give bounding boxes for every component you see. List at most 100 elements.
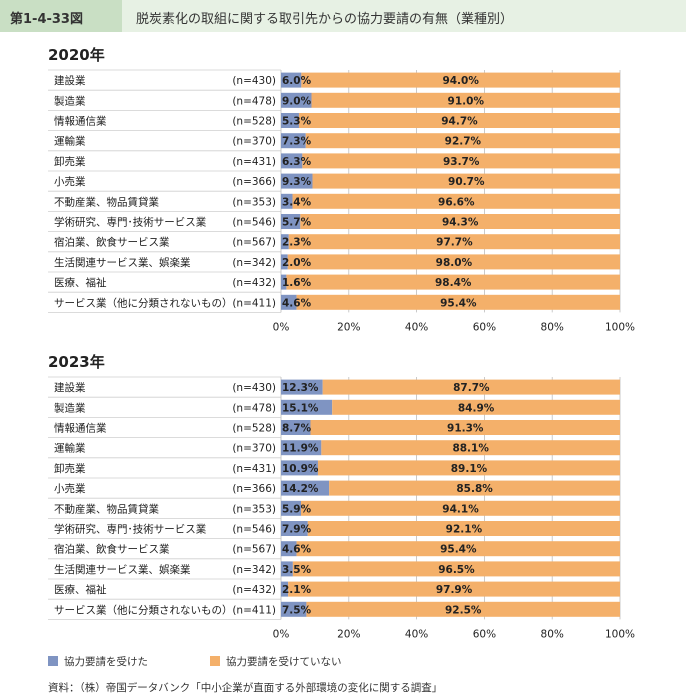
bar-not-requested: [296, 541, 620, 557]
bar-not-requested: [296, 294, 620, 310]
category-label: 建設業: [54, 74, 86, 87]
data-label-not-requested: 89.1%: [451, 463, 488, 475]
x-tick-label: 80%: [541, 321, 564, 333]
category-label: 情報通信業: [54, 115, 107, 128]
data-label-not-requested: 96.5%: [438, 564, 475, 576]
n-label: (n=528): [232, 116, 276, 128]
bar-requested: [281, 601, 307, 617]
data-label-not-requested: 90.7%: [448, 176, 485, 188]
bar-requested: [281, 460, 318, 476]
data-label-requested: 2.3%: [282, 237, 312, 249]
category-label: 宿泊業、飲食サービス業: [54, 236, 170, 249]
category-label: 生活関連サービス業、娯楽業: [54, 563, 191, 576]
bar-not-requested: [311, 92, 620, 108]
bar-requested: [281, 193, 293, 209]
bar-requested: [281, 234, 289, 250]
n-label: (n=353): [232, 503, 276, 515]
bar-not-requested: [298, 113, 620, 128]
x-tick-label: 0%: [273, 628, 290, 640]
data-label-requested: 3.5%: [282, 564, 312, 576]
bar-not-requested: [288, 581, 620, 597]
n-label: (n=411): [232, 604, 276, 616]
bar-not-requested: [287, 254, 620, 270]
category-label: 建設業: [54, 381, 86, 394]
x-tick-label: 40%: [405, 628, 428, 640]
category-label: 情報通信業: [54, 422, 107, 435]
n-label: (n=431): [232, 156, 276, 168]
n-label: (n=370): [232, 136, 276, 148]
legend-swatch-not-requested: [210, 656, 220, 666]
data-label-not-requested: 96.6%: [438, 196, 475, 208]
data-label-not-requested: 95.4%: [440, 544, 477, 556]
n-label: (n=342): [232, 564, 276, 576]
x-tick-label: 80%: [541, 628, 564, 640]
bar-not-requested: [288, 234, 620, 250]
bar-requested: [281, 420, 311, 435]
data-label-requested: 6.3%: [282, 156, 312, 168]
bar-requested: [281, 480, 330, 496]
bar-not-requested: [286, 274, 620, 290]
chart-2023: 建設業 (n=430) 12.3% 87.7% 製造業 (n=478) 15.1% 84.9%…: [0, 371, 686, 651]
n-label: (n=342): [232, 257, 276, 269]
x-tick-label: 0%: [273, 321, 290, 333]
bar-requested: [281, 153, 303, 169]
data-label-requested: 7.3%: [282, 136, 312, 148]
chart-2020: 建設業 (n=430) 6.0% 94.0% 製造業 (n=478) 9.0% 91.0% 情報…: [0, 64, 686, 344]
data-label-not-requested: 97.7%: [436, 237, 473, 249]
category-label: サービス業（他に分類されないもの）: [54, 603, 233, 616]
category-label: 運輸業: [54, 442, 86, 455]
data-label-requested: 5.9%: [282, 503, 312, 515]
bar-not-requested: [322, 379, 620, 395]
bar-requested: [281, 274, 287, 290]
data-label-not-requested: 98.0%: [436, 257, 473, 269]
bar-not-requested: [292, 561, 620, 577]
data-label-requested: 4.6%: [282, 544, 312, 556]
n-label: (n=478): [232, 402, 276, 414]
n-label: (n=431): [232, 463, 276, 475]
data-label-not-requested: 94.0%: [442, 75, 479, 87]
chart-legend: 協力要請を受けた 協力要請を受けていない: [48, 652, 648, 670]
data-label-requested: 3.4%: [282, 196, 312, 208]
bar-requested: [281, 113, 299, 128]
category-label: 学術研究、専門･技術サービス業: [54, 216, 207, 229]
n-label: (n=366): [232, 483, 276, 495]
legend-label-not-requested: 協力要請を受けていない: [226, 656, 342, 668]
bar-not-requested: [329, 480, 620, 496]
bar-not-requested: [302, 153, 620, 169]
n-label: (n=546): [232, 524, 276, 536]
bar-not-requested: [321, 440, 620, 456]
category-label: 医療、福祉: [54, 583, 107, 596]
category-label: 生活関連サービス業、娯楽業: [54, 256, 191, 269]
data-label-requested: 10.9%: [282, 463, 319, 475]
bar-not-requested: [301, 72, 620, 88]
x-tick-label: 100%: [605, 321, 635, 333]
n-label: (n=430): [232, 382, 276, 394]
data-label-requested: 9.3%: [282, 176, 312, 188]
data-label-requested: 5.3%: [282, 116, 312, 128]
data-label-not-requested: 98.4%: [435, 277, 472, 289]
category-label: 医療、福祉: [54, 276, 107, 289]
n-label: (n=432): [232, 277, 276, 289]
data-label-not-requested: 95.4%: [440, 297, 477, 309]
data-label-requested: 5.7%: [282, 217, 312, 229]
figure-title: 脱炭素化の取組に関する取引先からの協力要請の有無（業種別）: [136, 12, 514, 27]
data-label-not-requested: 91.0%: [448, 95, 485, 107]
bar-not-requested: [317, 460, 620, 476]
n-label: (n=567): [232, 544, 276, 556]
bar-not-requested: [307, 521, 620, 536]
category-label: 学術研究、専門･技術サービス業: [54, 523, 207, 536]
bar-requested: [281, 500, 302, 516]
bar-requested: [281, 581, 289, 597]
data-label-not-requested: 94.7%: [441, 116, 478, 128]
n-label: (n=528): [232, 423, 276, 435]
bar-not-requested: [292, 193, 620, 209]
x-tick-label: 100%: [605, 628, 635, 640]
bar-requested: [281, 72, 302, 88]
category-label: サービス業（他に分類されないもの）: [54, 296, 233, 309]
n-label: (n=567): [232, 237, 276, 249]
bar-not-requested: [305, 133, 620, 149]
bar-requested: [281, 214, 301, 229]
n-label: (n=432): [232, 584, 276, 596]
category-label: 小売業: [54, 175, 86, 188]
category-label: 小売業: [54, 482, 86, 495]
